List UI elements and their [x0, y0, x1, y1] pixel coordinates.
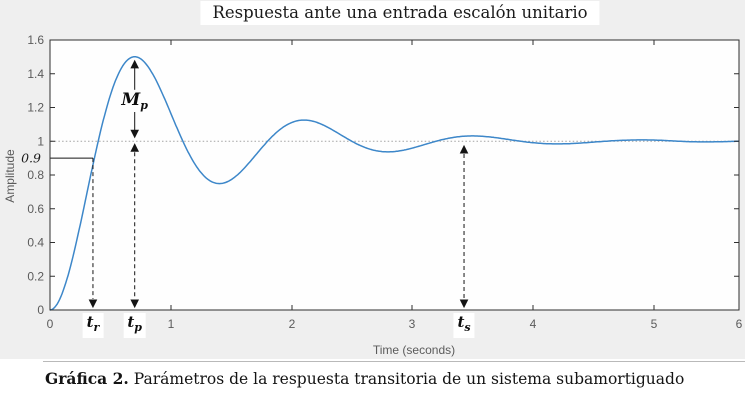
- y-tick-labels: 0 0.2 0.4 0.6 0.8 1 1.2 1.4 1.6: [27, 33, 44, 317]
- mp-base: M: [121, 89, 141, 110]
- y-tick-label: 1.2: [27, 101, 44, 115]
- tp-sub: p: [134, 321, 143, 334]
- annot-label-rise-time: tr: [82, 313, 104, 338]
- arrowhead: [459, 299, 469, 309]
- step-response-chart: 0 1 2 3 4 5 6 0 0.2 0.4 0.6 0.8 1 1.2 1.4 1.6: [27, 33, 743, 331]
- arrowhead: [88, 299, 98, 309]
- y-tick-label: 0.4: [27, 236, 44, 250]
- x-tick-labels: 0 1 2 3 4 5 6: [47, 317, 743, 331]
- x-tick-label: 3: [409, 317, 416, 331]
- y-axis-label: Amplitude: [3, 149, 17, 203]
- plot-area: [50, 40, 739, 310]
- y-tick-label: 0.2: [27, 269, 44, 283]
- x-tick-label: 0: [47, 317, 54, 331]
- caption-label: Gráfica 2.: [45, 369, 129, 388]
- tr-base: t: [86, 313, 94, 331]
- matlab-figure: 0 1 2 3 4 5 6 0 0.2 0.4 0.6 0.8 1 1.2 1.4 1.6 Respuesta…: [0, 0, 745, 359]
- annotations: [88, 59, 469, 309]
- step-response-curve: [49, 55, 740, 311]
- x-tick-label: 4: [530, 317, 537, 331]
- ts-base: t: [457, 313, 465, 331]
- x-tick-label: 6: [736, 317, 743, 331]
- divider-line: [43, 361, 745, 362]
- y-tick-label: 1.4: [27, 67, 44, 81]
- plot-title: Respuesta ante una entrada escalón unita…: [200, 1, 600, 25]
- x-tick-label: 2: [289, 317, 296, 331]
- arrowhead: [459, 144, 469, 154]
- x-tick-label: 1: [168, 317, 175, 331]
- tr-sub: r: [93, 321, 100, 334]
- y-tick-label: 0: [37, 303, 44, 317]
- annot-label-overshoot: Mp: [119, 89, 150, 113]
- axis-ticks: [49, 39, 740, 311]
- x-axis-label: Time (seconds): [372, 343, 456, 357]
- tp-base: t: [127, 313, 135, 331]
- x-tick-label: 5: [651, 317, 658, 331]
- y-tick-label: 1: [37, 134, 44, 148]
- y-tick-label: 0.8: [27, 168, 44, 182]
- annot-label-settling-time: ts: [453, 313, 475, 338]
- y-tick-label: 0.6: [27, 202, 44, 216]
- reference-lines: [50, 140, 738, 159]
- figure-caption: Gráfica 2. Parámetros de la respuesta tra…: [45, 369, 735, 388]
- mp-sub: p: [140, 99, 148, 113]
- ts-sub: s: [464, 321, 471, 334]
- annot-label-peak-time: tp: [123, 313, 147, 338]
- arrowhead: [130, 129, 140, 139]
- arrowhead: [130, 143, 140, 152]
- plot-title-text: Respuesta ante una entrada escalón unita…: [212, 3, 588, 22]
- arrowhead: [130, 299, 140, 309]
- caption-text: Parámetros de la respuesta transitoria d…: [133, 370, 685, 388]
- y-tick-label: 1.6: [27, 33, 44, 47]
- rise-reference-label: 0.9: [21, 150, 41, 166]
